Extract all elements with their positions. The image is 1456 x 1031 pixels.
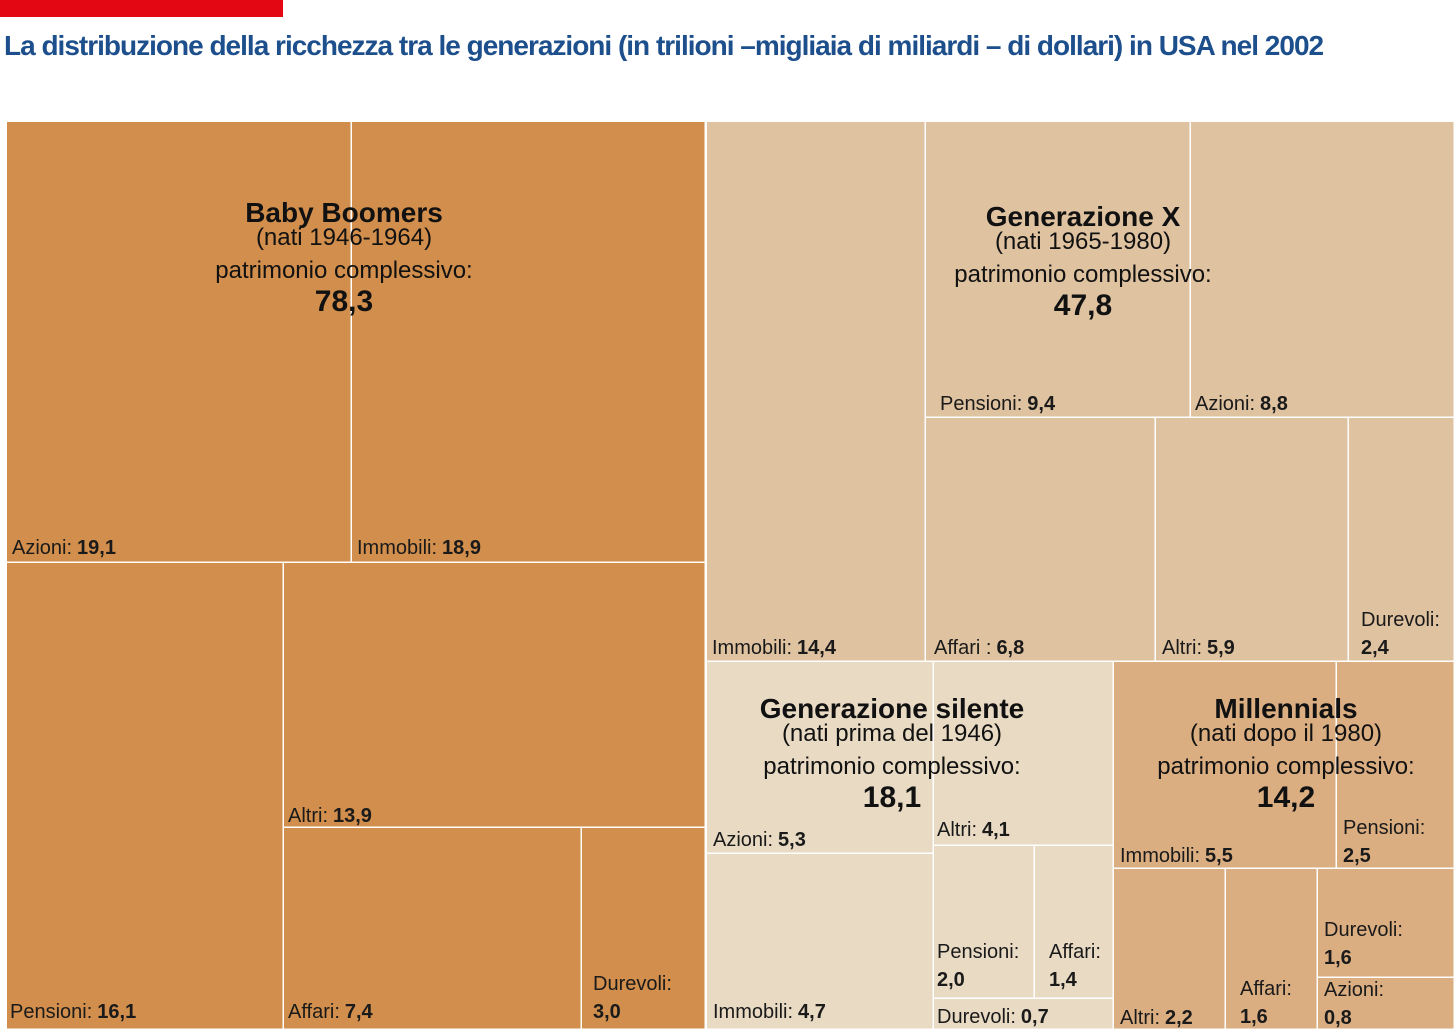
- label-generazione-x-immobili: Immobili: 14,4: [712, 637, 837, 659]
- group-name-millennials: Millennials: [1214, 693, 1357, 724]
- tile-generazione-silente-durevoli: [932, 997, 1114, 1030]
- group-subtitle-millennials: (nati dopo il 1980): [1190, 720, 1382, 747]
- group-total-label-baby-boomers: patrimonio complessivo:: [215, 257, 472, 284]
- tile-generazione-x-pensioni: [924, 120, 1191, 418]
- label-generazione-silente-pensioni: Pensioni: 2,0: [937, 941, 1019, 991]
- label-millennials-durevoli: Durevoli: 1,6: [1324, 919, 1403, 969]
- group-name-generazione-x: Generazione X: [986, 201, 1181, 232]
- label-generazione-x-durevoli: Durevoli: 2,4: [1361, 609, 1440, 659]
- group-baby-boomers: Azioni: 19,1 Immobili: 18,9 Pensioni: 16,1 Alt…: [5, 120, 706, 1030]
- label-millennials-azioni: Azioni: 0,8: [1324, 979, 1384, 1029]
- group-generazione-x: Immobili: 14,4 Pensioni: 9,4 Azioni: 8,8 Affar…: [705, 120, 1455, 662]
- label-baby-boomers-azioni: Azioni: 19,1: [12, 537, 116, 559]
- group-millennials: Immobili: 5,5 Pensioni: 2,5 Altri: 2,2 Affari:…: [1112, 660, 1455, 1030]
- group-total-value-baby-boomers: 78,3: [315, 285, 373, 318]
- tile-millennials-durevoli: [1316, 867, 1455, 978]
- tile-baby-boomers-durevoli: [580, 826, 706, 1030]
- tile-millennials-immobili: [1112, 660, 1337, 869]
- tile-generazione-silente-azioni: [705, 660, 934, 854]
- tile-millennials-azioni: [1316, 976, 1455, 1030]
- label-millennials-affari: Affari: 1,6: [1240, 978, 1292, 1028]
- group-name-generazione-silente: Generazione silente: [760, 693, 1025, 724]
- chart-title: La distribuzione della ricchezza tra le …: [4, 30, 1324, 61]
- tile-millennials-affari: [1224, 867, 1318, 1030]
- group-total-label-millennials: patrimonio complessivo:: [1157, 753, 1414, 780]
- tile-baby-boomers-azioni: [5, 120, 352, 563]
- label-generazione-x-affari: Affari :6,8: [934, 637, 1024, 659]
- tile-generazione-silente-affari: [1033, 844, 1114, 999]
- tile-baby-boomers-immobili: [350, 120, 706, 563]
- tile-generazione-silente-altri: [932, 660, 1114, 846]
- tile-generazione-x-azioni: [1189, 120, 1455, 418]
- label-baby-boomers-pensioni: Pensioni: 16,1: [10, 1001, 136, 1023]
- tile-millennials-altri: [1112, 867, 1226, 1030]
- tile-generazione-x-altri: [1154, 416, 1349, 662]
- accent-bar: [0, 0, 283, 17]
- label-millennials-pensioni: Pensioni: 2,5: [1343, 817, 1425, 867]
- tile-generazione-silente-immobili: [705, 852, 934, 1030]
- label-baby-boomers-affari: Affari: 7,4: [288, 1001, 374, 1023]
- label-generazione-silente-altri: Altri: 4,1: [937, 819, 1010, 841]
- label-generazione-x-azioni: Azioni: 8,8: [1195, 393, 1288, 415]
- label-baby-boomers-durevoli: Durevoli: 3,0: [593, 973, 672, 1023]
- group-subtitle-generazione-x: (nati 1965-1980): [995, 228, 1171, 255]
- label-millennials-immobili: Immobili: 5,5: [1120, 845, 1233, 867]
- group-subtitle-baby-boomers: (nati 1946-1964): [256, 224, 432, 251]
- group-generazione-silente: Azioni: 5,3 Immobili: 4,7 Altri: 4,1 Pensioni:…: [705, 660, 1114, 1030]
- label-generazione-silente-immobili: Immobili: 4,7: [713, 1001, 826, 1023]
- label-generazione-silente-durevoli: Durevoli: 0,7: [937, 1006, 1049, 1028]
- group-total-value-millennials: 14,2: [1257, 781, 1315, 814]
- label-millennials-altri: Altri: 2,2: [1120, 1007, 1193, 1029]
- group-name-baby-boomers: Baby Boomers: [245, 197, 443, 228]
- label-baby-boomers-immobili: Immobili: 18,9: [357, 537, 481, 559]
- tile-baby-boomers-pensioni: [5, 561, 284, 1030]
- tile-generazione-x-affari: [924, 416, 1156, 662]
- tile-baby-boomers-altri: [282, 561, 706, 828]
- tile-millennials-pensioni: [1335, 660, 1455, 869]
- group-total-label-generazione-x: patrimonio complessivo:: [954, 261, 1211, 288]
- tile-generazione-x-immobili: [705, 120, 926, 662]
- group-total-label-generazione-silente: patrimonio complessivo:: [763, 753, 1020, 780]
- label-generazione-silente-affari: Affari: 1,4: [1049, 941, 1101, 991]
- label-generazione-x-altri: Altri: 5,9: [1162, 637, 1235, 659]
- label-baby-boomers-altri: Altri: 13,9: [288, 805, 372, 827]
- label-generazione-silente-azioni: Azioni: 5,3: [713, 829, 806, 851]
- tile-baby-boomers-affari: [282, 826, 582, 1030]
- label-generazione-x-pensioni: Pensioni: 9,4: [940, 393, 1056, 415]
- group-subtitle-generazione-silente: (nati prima del 1946): [782, 720, 1002, 747]
- group-total-value-generazione-x: 47,8: [1054, 289, 1112, 322]
- group-total-value-generazione-silente: 18,1: [863, 781, 921, 814]
